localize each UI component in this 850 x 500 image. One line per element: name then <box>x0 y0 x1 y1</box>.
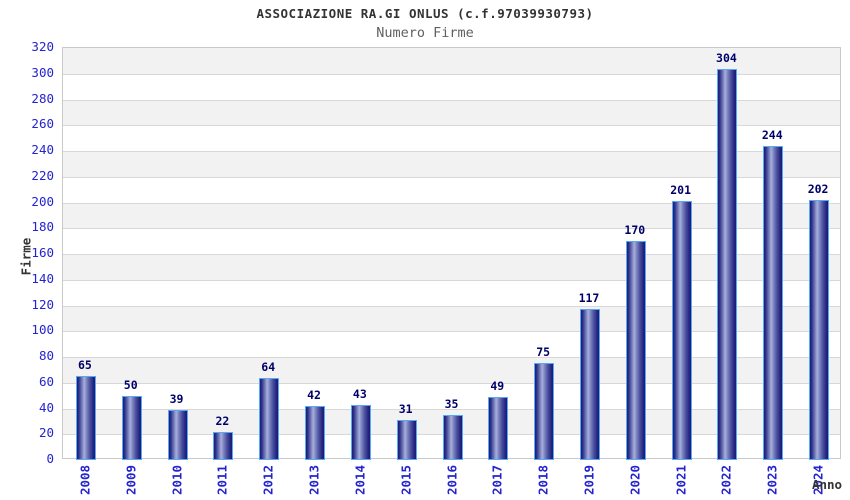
bar-value-label: 202 <box>807 181 829 196</box>
bar-value-label: 39 <box>169 391 184 406</box>
x-tick-label: 2019 <box>581 464 597 496</box>
y-tick-label: 20 <box>38 425 54 441</box>
bar-2017 <box>488 396 509 460</box>
x-tick-label: 2018 <box>535 464 551 496</box>
x-tick-label: 2022 <box>718 464 734 496</box>
y-tick-label: 180 <box>31 219 54 235</box>
bar-2015 <box>396 420 417 460</box>
bar-value-label: 117 <box>578 291 600 306</box>
y-tick-label: 320 <box>31 39 54 54</box>
x-tick-label: 2020 <box>627 464 643 496</box>
bar-2020 <box>625 241 646 460</box>
gridline <box>63 151 840 152</box>
x-tick-label: 2014 <box>352 464 368 496</box>
bar-2019 <box>579 309 600 460</box>
bar-2013 <box>305 405 326 460</box>
bar-2014 <box>350 404 371 460</box>
bar-value-label: 35 <box>444 396 459 411</box>
chart-subtitle: Numero Firme <box>376 25 474 41</box>
x-tick-label: 2008 <box>77 464 93 496</box>
bar-value-label: 64 <box>261 359 276 374</box>
gridline <box>63 99 840 101</box>
bar-value-label: 244 <box>761 127 783 142</box>
background-band <box>63 99 840 126</box>
y-tick-label: 60 <box>38 373 54 389</box>
bar-value-label: 49 <box>490 378 505 393</box>
bar-value-label: 304 <box>716 50 737 65</box>
x-tick-label: 2011 <box>214 464 230 496</box>
background-band <box>63 151 840 177</box>
gridline <box>63 357 840 358</box>
bar-2008 <box>75 376 96 460</box>
background-band <box>63 48 840 74</box>
bar-value-label: 43 <box>352 386 367 401</box>
y-tick-label: 160 <box>31 245 54 260</box>
x-tick-label: 2017 <box>489 464 505 496</box>
chart-title: ASSOCIAZIONE RA.GI ONLUS (c.f.9703993079… <box>256 6 594 21</box>
bar-value-label: 201 <box>670 183 691 198</box>
bar-2021 <box>671 201 692 460</box>
y-tick-label: 100 <box>31 322 54 338</box>
y-tick-label: 260 <box>31 116 54 132</box>
bar-value-label: 22 <box>215 413 230 428</box>
x-axis-title: Anno <box>811 477 843 492</box>
gridline <box>63 408 840 410</box>
gridline <box>63 279 840 281</box>
bar-2016 <box>442 414 463 460</box>
gridline <box>63 254 840 255</box>
gridline <box>63 202 840 204</box>
x-tick-label: 2023 <box>764 464 780 496</box>
x-tick-label: 2012 <box>260 464 276 496</box>
gridline <box>63 125 840 127</box>
x-tick-label: 2016 <box>444 464 459 496</box>
bar-2018 <box>534 363 555 460</box>
background-band <box>63 357 840 383</box>
gridline <box>63 228 840 230</box>
y-tick-label: 300 <box>31 64 54 80</box>
bar-value-label: 31 <box>398 402 413 417</box>
y-tick-label: 240 <box>31 142 54 157</box>
gridline <box>63 331 840 333</box>
gridline <box>63 382 840 384</box>
bar-2023 <box>763 145 784 460</box>
x-tick-label: 2021 <box>673 464 689 496</box>
gridline <box>63 176 840 178</box>
bar-2022 <box>717 68 738 460</box>
bar-2024 <box>809 199 830 460</box>
x-tick-label: 2010 <box>169 464 185 496</box>
y-tick-label: 220 <box>31 167 54 183</box>
y-tick-label: 40 <box>38 399 54 415</box>
bar-2012 <box>259 377 280 460</box>
bar-value-label: 42 <box>307 387 321 402</box>
bar-2009 <box>121 395 142 460</box>
background-band <box>63 254 840 280</box>
y-tick-label: 140 <box>31 270 54 286</box>
y-axis-title: Firme <box>18 237 34 276</box>
bar-2011 <box>213 431 234 460</box>
gridline <box>63 73 840 75</box>
y-tick-label: 120 <box>31 296 54 312</box>
bar-value-label: 170 <box>624 223 646 238</box>
bar-value-label: 65 <box>77 358 92 373</box>
background-band <box>63 202 840 229</box>
bar-value-label: 50 <box>123 377 138 392</box>
x-tick-label: 2013 <box>306 464 322 496</box>
y-tick-label: 280 <box>31 90 54 106</box>
x-tick-label: 2009 <box>123 464 139 496</box>
plot-area <box>62 47 841 460</box>
background-band <box>63 305 840 332</box>
gridline <box>63 305 840 307</box>
bar-value-label: 75 <box>536 345 551 360</box>
y-tick-label: 80 <box>38 348 54 363</box>
x-tick-label: 2015 <box>398 464 414 496</box>
y-tick-label: 0 <box>46 451 54 466</box>
bar-2010 <box>167 409 188 460</box>
y-tick-label: 200 <box>31 193 54 209</box>
